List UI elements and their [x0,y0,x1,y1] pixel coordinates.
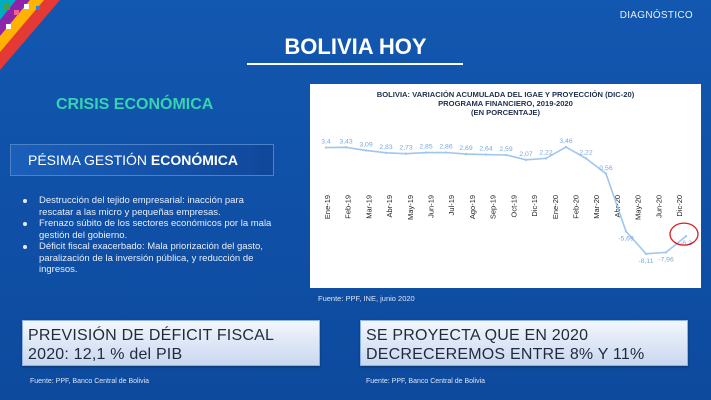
data-label: 2,59 [499,146,512,153]
chart-title: BOLIVIA: VARIACIÓN ACUMULADA DEL IGAE Y … [310,90,701,118]
x-tick-label: Abr-19 [385,195,394,218]
data-point [684,234,688,238]
x-tick-label: Ago-19 [468,195,477,219]
data-point [524,158,528,162]
data-point [544,157,548,160]
chart-title-line-2: PROGRAMA FINANCIERO, 2019-2020 [438,99,573,109]
data-point [384,151,388,154]
x-tick-label: Oct-19 [509,195,518,218]
chart-title-line-1: BOLIVIA: VARIACIÓN ACUMULADA DEL IGAE Y … [376,90,635,99]
bullet-list: Destrucción del tejido empresarial: inac… [22,195,272,276]
projection-text-line-1: SE PROYECTA QUE EN 2020 [366,327,589,344]
x-tick-label: Ene-20 [551,195,560,219]
data-label: 3,09 [359,141,372,148]
data-label: 0,56 [599,165,612,172]
data-point [624,230,628,233]
chart-panel: BOLIVIA: VARIACIÓN ACUMULADA DEL IGAE Y … [310,84,701,288]
data-point [444,151,448,154]
subtitle-plain: PÉSIMA GESTIÓN [28,152,151,168]
chart-source: Fuente: PPF, INE, junio 2020 [318,294,415,303]
projection-text-line-2: DECRECEREMOS ENTRE 8% Y 11% [366,346,645,363]
x-tick-label: Feb-20 [571,195,580,219]
bullet-item: Frenazo súbito de los sectores económico… [22,218,272,241]
data-label: 2,69 [459,145,472,152]
data-point [324,146,328,149]
data-point [504,153,508,157]
data-label: 3,43 [339,138,352,145]
highlight-circle [669,222,699,246]
x-tick-label: Mar-20 [592,195,601,219]
subtitle-banner [10,144,274,176]
data-point [464,152,468,156]
bullet-item: Déficit fiscal exacerbado: Mala prioriza… [22,241,272,276]
subtitle-label: PÉSIMA GESTIÓN ECONÓMICA [28,152,238,168]
data-label: 2,64 [479,146,492,153]
data-point [344,146,348,149]
x-tick-label: May-20 [634,195,643,220]
data-point [364,149,368,152]
x-tick-label: Jun-20 [654,195,663,218]
data-label: -7,96 [658,256,674,263]
x-tick-label: Mar-19 [364,195,373,219]
data-label: 2,07 [519,151,532,158]
data-point [664,251,668,254]
data-label: 2,73 [399,145,412,152]
data-label: 3,46 [559,138,572,145]
section-tag: DIAGNÓSTICO [619,10,693,21]
deficit-text-line-1: PREVISIÓN DE DÉFICIT FISCAL [28,327,275,344]
data-label: -5,69 [618,235,634,242]
chart-title-line-3: (EN PORCENTAJE) [470,108,541,118]
decorative-corner-pattern [0,0,60,70]
x-tick-label: Sep-19 [489,195,498,219]
subtitle-bold: ECONÓMICA [150,152,239,168]
data-label: 2,85 [419,144,432,151]
data-point [404,152,408,155]
data-point [424,151,428,154]
section-heading: CRISIS ECONÓMICA [56,96,214,113]
data-label: 3,4 [321,139,331,146]
data-point [584,157,588,160]
x-tick-label: Feb-19 [344,195,353,219]
bullet-item: Destrucción del tejido empresarial: inac… [22,195,272,218]
x-tick-label: Jun-19 [427,195,436,218]
data-point [564,145,568,149]
x-tick-label: Dic-20 [675,195,684,217]
data-label: -8,11 [639,258,654,265]
deficit-source: Fuente: PPF, Banco Central de Bolivia [30,378,150,385]
deficit-text: PREVISIÓN DE DÉFICIT FISCAL 2020: 12,1 %… [28,326,274,364]
x-tick-label: Ene-19 [323,195,332,219]
data-point [644,252,648,255]
title-underline [247,63,463,65]
x-tick-label: Jul-19 [447,195,456,215]
data-label: -6,2 [680,240,692,247]
projection-box [360,320,688,366]
x-tick-label: Dic-19 [530,195,539,217]
deficit-text-line-2: 2020: 12,1 % del PIB [28,346,183,363]
projection-source: Fuente: PPF, Banco Central de Bolivia [366,378,486,385]
page-title: BOLIVIA HOY [284,34,427,59]
data-label: 2,22 [579,149,592,156]
data-point [484,153,488,156]
data-point [604,172,608,175]
line-chart: Ene-19 Feb-19 Mar-19 Abr-19 May-19 Jun-19 Jul-… [321,138,699,265]
data-label: 2,86 [439,144,452,151]
projection-text: SE PROYECTA QUE EN 2020 DECRECEREMOS ENT… [366,326,644,364]
data-label: 2,22 [539,149,552,156]
x-tick-label: May-19 [406,195,415,220]
deficit-box [22,320,320,366]
data-label: 2,83 [379,144,392,151]
